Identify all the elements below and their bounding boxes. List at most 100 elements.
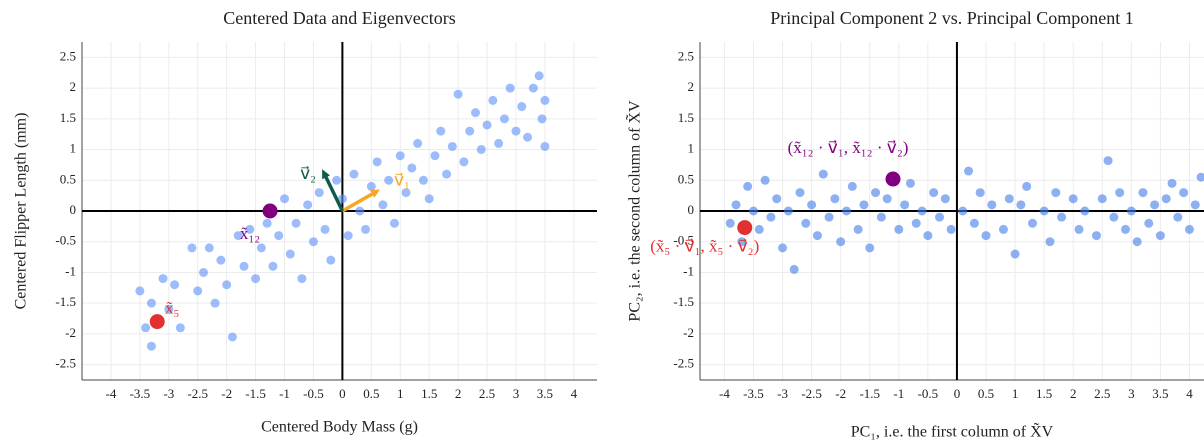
point <box>789 264 799 274</box>
point <box>291 218 301 228</box>
point <box>1091 231 1101 241</box>
x-tick-label: 4 <box>1186 386 1193 401</box>
chart-title: Centered Data and Eigenvectors <box>223 8 455 28</box>
highlight-label: (x̃₁₂ · v⃗₁, x̃₁₂ · v⃗₂) <box>788 138 909 157</box>
point <box>905 178 915 188</box>
x-tick-label: 2.5 <box>479 386 495 401</box>
point <box>337 194 347 204</box>
point <box>199 267 209 277</box>
x-tick-label: 0.5 <box>978 386 994 401</box>
arrow-head <box>370 189 381 198</box>
point <box>1173 212 1183 222</box>
y-tick-label: 1 <box>70 141 77 156</box>
highlight-label: x̃₅ <box>165 299 180 318</box>
point <box>725 218 735 228</box>
point <box>987 200 997 210</box>
x-tick-label: -1 <box>893 386 904 401</box>
point <box>274 231 284 241</box>
x-tick-label: -1.5 <box>245 386 266 401</box>
x-tick-label: -2.5 <box>187 386 208 401</box>
x-tick-label: 3 <box>1128 386 1135 401</box>
x-tick-label: 0.5 <box>363 386 379 401</box>
y-tick-label: -2 <box>65 325 76 340</box>
x-tick-label: 1 <box>397 386 404 401</box>
point <box>754 224 764 234</box>
point <box>981 231 991 241</box>
point <box>326 255 336 265</box>
point <box>1190 200 1200 210</box>
x-tick-label: 1.5 <box>1036 386 1052 401</box>
eigenvector <box>323 173 344 212</box>
point <box>830 194 840 204</box>
point <box>349 169 359 179</box>
point <box>876 212 886 222</box>
point <box>372 157 382 167</box>
point <box>731 200 741 210</box>
x-tick-label: 4 <box>571 386 578 401</box>
point <box>453 89 463 99</box>
point <box>488 95 498 105</box>
point <box>795 188 805 198</box>
point <box>499 114 509 124</box>
point <box>900 200 910 210</box>
point <box>436 126 446 136</box>
point <box>1045 237 1055 247</box>
y-tick-label: -1 <box>65 263 76 278</box>
point <box>841 206 851 216</box>
y-tick-label: 0 <box>70 202 77 217</box>
highlight-point <box>737 220 753 236</box>
point <box>534 71 544 81</box>
point <box>1103 156 1113 166</box>
point <box>743 181 753 191</box>
point <box>865 243 875 253</box>
point <box>1074 224 1084 234</box>
y-tick-label: 2.5 <box>678 48 694 63</box>
point <box>1051 188 1061 198</box>
point <box>482 120 492 130</box>
point <box>1010 249 1020 259</box>
y-tick-label: 0.5 <box>60 171 76 186</box>
point <box>946 224 956 234</box>
point <box>170 280 180 290</box>
point <box>378 200 388 210</box>
point <box>1039 206 1049 216</box>
point <box>778 243 788 253</box>
x-tick-label: -2.5 <box>801 386 822 401</box>
point <box>1138 188 1148 198</box>
y-tick-label: -2.5 <box>673 356 694 371</box>
point <box>783 206 793 216</box>
y-axis-label: Centered Flipper Length (mm) <box>13 113 30 310</box>
point <box>1016 200 1026 210</box>
x-tick-label: -1 <box>279 386 290 401</box>
point <box>969 218 979 228</box>
y-tick-label: 2.5 <box>60 48 76 63</box>
x-tick-label: 3 <box>513 386 520 401</box>
point <box>407 163 417 173</box>
point <box>285 249 295 259</box>
point <box>164 304 174 314</box>
point <box>1109 212 1119 222</box>
x-tick-label: -3.5 <box>130 386 151 401</box>
point <box>418 175 428 185</box>
point <box>1196 172 1204 182</box>
point <box>193 286 203 296</box>
point <box>1150 200 1160 210</box>
point <box>355 206 365 216</box>
point <box>476 145 486 155</box>
eigenvector <box>341 190 376 213</box>
point <box>1155 231 1165 241</box>
point <box>1161 194 1171 204</box>
point <box>812 231 822 241</box>
point <box>216 255 226 265</box>
point <box>320 224 330 234</box>
y-tick-label: -0.5 <box>673 233 694 248</box>
point <box>1028 218 1038 228</box>
point <box>239 261 249 271</box>
point <box>537 114 547 124</box>
point <box>401 188 411 198</box>
point <box>332 175 342 185</box>
x-tick-label: -2 <box>221 386 232 401</box>
point <box>268 261 278 271</box>
y-tick-label: -1.5 <box>673 294 694 309</box>
point <box>395 151 405 161</box>
